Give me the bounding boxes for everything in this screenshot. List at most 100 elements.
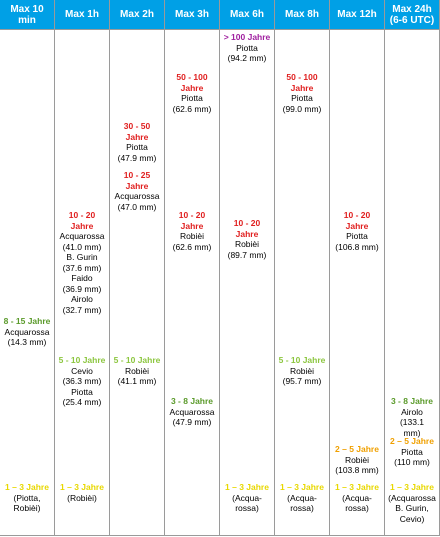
- station-line: mm): [403, 427, 421, 438]
- station-line: Piotta: [401, 446, 423, 457]
- station-line: (106.8 mm): [335, 241, 379, 252]
- station-line: Acquarossa: [4, 326, 50, 337]
- station-line: (25.4 mm): [62, 397, 102, 407]
- station-line: (62.6 mm): [172, 241, 212, 252]
- entry: 1 – 3 Jahre (Piotta, Robièi): [2, 482, 52, 514]
- return-period: 8 - 15 Jahre: [3, 316, 51, 326]
- station-line: (32.7 mm): [62, 304, 102, 315]
- column: Max 2h 30 - 50 Jahre Piotta (47.9 mm) 10 - 2…: [110, 0, 165, 536]
- station-line: (Piotta,: [13, 492, 41, 503]
- column: Max 10 min 8 - 15 Jahre Acquarossa (14.3 mm)…: [0, 0, 55, 536]
- return-period: 1 – 3 Jahre: [60, 482, 104, 492]
- station-line: B. Gurin,: [395, 503, 429, 513]
- station-line: Robièi: [344, 454, 370, 465]
- station-line: Cevio: [71, 365, 93, 376]
- entry: 2 – 5 Jahre Robièi (103.8 mm): [332, 444, 382, 476]
- station-line: Piotta: [71, 386, 93, 397]
- column: Max 24h (6-6 UTC) 3 - 8 Jahre Airolo (133.1 m…: [385, 0, 440, 536]
- return-period: 1 – 3 Jahre: [225, 482, 269, 492]
- station-line: (Acqua-: [232, 492, 262, 503]
- station-line: Airolo: [401, 406, 423, 417]
- entry: 8 - 15 Jahre Acquarossa (14.3 mm): [2, 316, 52, 348]
- station-line: (47.9 mm): [172, 417, 212, 427]
- station-line: (41.0 mm): [62, 241, 102, 252]
- column-header: Max 3h: [165, 0, 219, 30]
- entry: 5 - 10 Jahre Cevio (36.3 mm) Piotta (25.4 mm…: [57, 355, 107, 408]
- station-line: Piotta: [126, 142, 148, 152]
- column-header: Max 12h: [330, 0, 384, 30]
- station-line: (Robièi): [67, 492, 97, 503]
- station-line: Acquarossa: [59, 231, 105, 241]
- station-line: (103.8 mm): [335, 465, 379, 475]
- station-line: (133.1: [399, 417, 425, 427]
- station-line: (99.0 mm): [282, 103, 322, 114]
- station-line: Faido: [71, 273, 93, 283]
- station-line: (Acqua-: [287, 492, 317, 503]
- header-line: Max 8h: [285, 9, 319, 20]
- station-line: (89.7 mm): [227, 249, 267, 260]
- return-period: 30 - 50 Jahre: [123, 121, 151, 142]
- header-line: Max 6h: [230, 9, 264, 20]
- station-line: (14.3 mm): [7, 337, 47, 347]
- station-line: rossa): [345, 503, 369, 513]
- header-line: Max 12h: [337, 9, 377, 20]
- column: Max 12h 10 - 20 Jahre Piotta (106.8 mm) 2 – …: [330, 0, 385, 536]
- station-line: (47.0 mm): [117, 201, 157, 212]
- return-period: 10 - 20 Jahre: [343, 210, 371, 231]
- return-period: 50 - 100 Jahre: [286, 72, 318, 93]
- return-period: 1 – 3 Jahre: [280, 482, 324, 492]
- return-period: > 100 Jahre: [223, 32, 271, 42]
- station-line: (Acquarossa: [388, 492, 436, 503]
- station-line: Airolo: [71, 294, 93, 304]
- column-header: Max 1h: [55, 0, 109, 30]
- station-line: Piotta: [236, 42, 258, 53]
- station-line: B. Gurin: [66, 252, 98, 262]
- entry: 10 - 20 Jahre Acquarossa (41.0 mm) B. Gurin…: [57, 210, 107, 315]
- station-line: (41.1 mm): [117, 376, 157, 386]
- return-period: 5 - 10 Jahre: [113, 355, 161, 365]
- return-period: 10 - 20 Jahre: [68, 210, 96, 231]
- header-line: min: [18, 14, 36, 26]
- station-line: (110 mm): [394, 457, 430, 467]
- return-period: 2 – 5 Jahre: [390, 436, 434, 446]
- column: Max 3h 50 - 100 Jahre Piotta (62.6 mm) 10 - …: [165, 0, 220, 536]
- return-period: 10 - 25 Jahre: [123, 170, 151, 191]
- entry: 2 – 5 Jahre Piotta (110 mm): [387, 436, 437, 468]
- column: Max 8h 50 - 100 Jahre Piotta (99.0 mm) 5 - 1…: [275, 0, 330, 536]
- entry: 50 - 100 Jahre Piotta (99.0 mm): [277, 72, 327, 114]
- station-line: Piotta: [181, 93, 203, 103]
- return-period: 1 – 3 Jahre: [5, 482, 49, 492]
- station-line: Robièi: [289, 365, 315, 376]
- entry: 30 - 50 Jahre Piotta (47.9 mm): [112, 121, 162, 163]
- station-line: Acquarossa: [169, 406, 215, 417]
- return-period: 5 - 10 Jahre: [278, 355, 326, 365]
- entry: > 100 Jahre Piotta (94.2 mm): [222, 32, 272, 64]
- return-period: 1 – 3 Jahre: [335, 482, 379, 492]
- entry: 50 - 100 Jahre Piotta (62.6 mm): [167, 72, 217, 114]
- return-period: 3 - 8 Jahre: [170, 396, 214, 406]
- header-line: Max 10: [10, 3, 44, 15]
- return-period: 5 - 10 Jahre: [58, 355, 106, 365]
- entry: 1 – 3 Jahre (Acquarossa B. Gurin, Cevio): [387, 482, 437, 524]
- entry: 1 – 3 Jahre (Robièi): [57, 482, 107, 503]
- return-period: 10 - 20 Jahre: [233, 218, 261, 239]
- header-line: Max 1h: [65, 9, 99, 20]
- column-header: Max 2h: [110, 0, 164, 30]
- station-line: Acquarossa: [114, 191, 160, 201]
- station-line: (37.6 mm): [62, 262, 102, 273]
- entry: 5 - 10 Jahre Robièi (41.1 mm): [112, 355, 162, 387]
- header-line: (6-6 UTC): [389, 14, 435, 26]
- station-line: (36.9 mm): [62, 283, 102, 294]
- station-line: Robièi: [124, 365, 150, 376]
- entry: 5 - 10 Jahre Robièi (95.7 mm): [277, 355, 327, 387]
- entry: 1 – 3 Jahre (Acqua-rossa): [222, 482, 272, 514]
- station-line: (47.9 mm): [117, 152, 157, 163]
- station-line: (95.7 mm): [282, 376, 322, 386]
- column: Max 1h 10 - 20 Jahre Acquarossa (41.0 mm) B.…: [55, 0, 110, 536]
- column-header: Max 6h: [220, 0, 274, 30]
- entry: 10 - 20 Jahre Piotta (106.8 mm): [332, 210, 382, 252]
- station-line: (62.6 mm): [172, 103, 212, 114]
- station-line: Piotta: [346, 231, 368, 241]
- column: Max 6h > 100 Jahre Piotta (94.2 mm) 10 - 20 …: [220, 0, 275, 536]
